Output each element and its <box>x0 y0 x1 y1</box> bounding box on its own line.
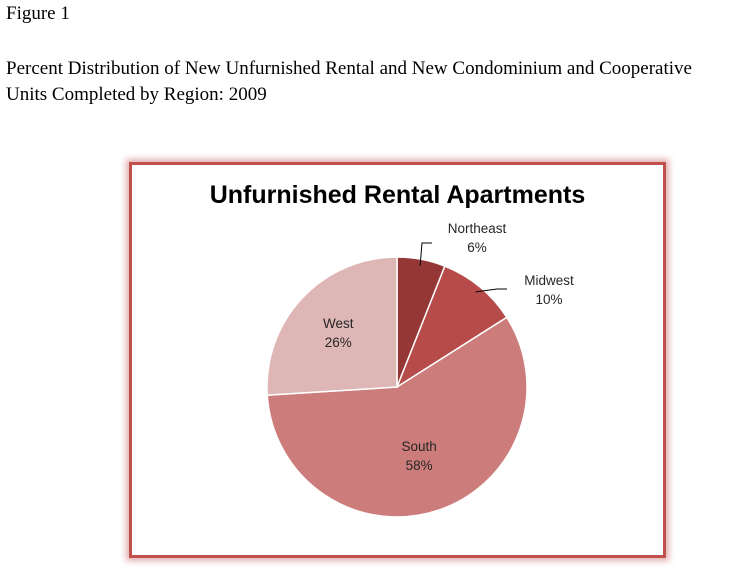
pie-slice-west <box>266 256 398 396</box>
figure-label: Figure 1 <box>6 3 70 24</box>
leader-line-northeast <box>419 242 432 266</box>
slice-value-west: 26% <box>325 335 352 350</box>
pie-slice-south <box>266 316 528 518</box>
pie-slice-midwest <box>395 265 508 389</box>
leader-line-midwest <box>475 288 507 293</box>
slice-label-west: West <box>323 316 354 331</box>
chart-title: Unfurnished Rental Apartments <box>209 181 586 209</box>
pie-chart: Northeast 6% Midwest 10% South 58% West 26% <box>266 221 574 518</box>
slice-label-northeast: Northeast <box>448 221 507 236</box>
slice-value-south: 58% <box>406 458 433 473</box>
slice-value-midwest: 10% <box>535 292 562 307</box>
figure-caption: Percent Distribution of New Unfurnished … <box>6 58 692 105</box>
slice-value-northeast: 6% <box>467 240 487 255</box>
slice-label-south: South <box>401 439 436 454</box>
chart-area: Unfurnished Rental Apartments Northeast 6… <box>129 162 666 558</box>
slice-label-midwest: Midwest <box>524 273 574 288</box>
